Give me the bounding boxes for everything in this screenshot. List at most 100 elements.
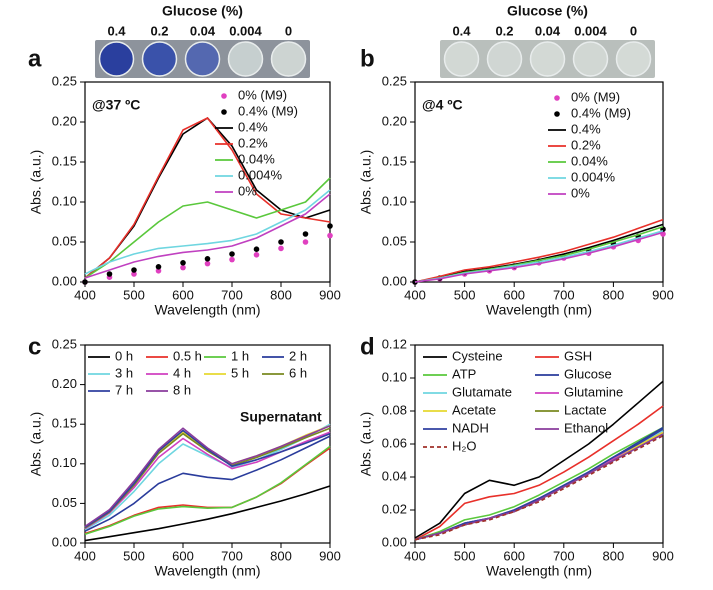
plot-frame — [414, 81, 664, 283]
legend-label: 0% (M9) — [238, 87, 287, 102]
x-tick-label: 500 — [123, 548, 145, 563]
x-tick-label: 700 — [553, 548, 575, 563]
photo-label: 0 — [630, 23, 637, 38]
data-point — [253, 246, 260, 252]
x-tick-label: 800 — [270, 548, 292, 563]
plot-frame — [84, 344, 331, 544]
y-axis-label: Abs. (a.u.) — [28, 150, 44, 215]
legend-label: Acetate — [452, 402, 496, 417]
series-line — [84, 193, 331, 279]
legend-label: ATP — [452, 366, 476, 381]
y-tick-label: 0.10 — [52, 455, 77, 470]
legend-label: 0.2% — [571, 137, 601, 152]
legend-label: 0.5 h — [173, 348, 202, 363]
x-tick-label: 500 — [454, 287, 476, 302]
y-tick-label: 0.08 — [382, 402, 407, 417]
legend-label: Ethanol — [564, 420, 608, 435]
x-axis-label: Wavelength (nm) — [154, 302, 260, 318]
x-tick-label: 400 — [74, 287, 96, 302]
photo-label: 0.4 — [452, 23, 471, 38]
legend-marker — [554, 95, 560, 101]
x-tick-label: 600 — [172, 287, 194, 302]
data-point — [204, 260, 211, 267]
series-line — [84, 431, 331, 530]
legend-label: 0% — [238, 183, 257, 198]
data-point — [278, 245, 284, 252]
series-line — [414, 435, 664, 541]
data-point — [302, 231, 309, 237]
data-point — [327, 223, 333, 229]
legend-label: 3 h — [115, 365, 133, 380]
y-tick-label: 0.05 — [52, 495, 77, 510]
data-point — [229, 256, 235, 263]
legend-label: 0.4% — [238, 119, 268, 134]
data-point — [327, 232, 333, 239]
data-point — [180, 264, 186, 271]
legend-label: 0.4% (M9) — [571, 105, 631, 120]
x-tick-label: 400 — [74, 548, 96, 563]
series-line — [414, 426, 664, 541]
y-tick-label: 0.15 — [382, 153, 407, 168]
x-tick-label: 700 — [553, 287, 575, 302]
legend-label: 5 h — [231, 365, 249, 380]
photo-label: 0.4 — [107, 23, 126, 38]
well — [184, 41, 221, 77]
legend-label: 2 h — [289, 348, 307, 363]
panel-letter: d — [360, 333, 375, 360]
x-tick-label: 900 — [652, 287, 674, 302]
y-tick-label: 0.05 — [382, 233, 407, 248]
data-point — [82, 279, 88, 285]
x-tick-label: 800 — [270, 287, 292, 302]
data-point — [229, 251, 235, 257]
y-axis-label: Abs. (a.u.) — [358, 150, 374, 215]
data-point — [253, 252, 260, 258]
y-tick-label: 0.20 — [52, 113, 77, 128]
y-tick-label: 0.05 — [52, 233, 77, 248]
legend-label: 0% (M9) — [571, 89, 620, 104]
y-tick-label: 0.25 — [52, 336, 77, 351]
panel-letter: b — [360, 45, 375, 72]
y-tick-label: 0.20 — [382, 113, 407, 128]
y-tick-label: 0.02 — [382, 501, 407, 516]
legend-label: 8 h — [173, 382, 191, 397]
x-tick-label: 800 — [603, 287, 625, 302]
y-tick-label: 0.25 — [52, 73, 77, 88]
y-tick-label: 0.15 — [52, 153, 77, 168]
x-tick-label: 500 — [123, 287, 145, 302]
y-tick-label: 0.00 — [382, 534, 407, 549]
data-point — [302, 239, 309, 245]
x-tick-label: 500 — [454, 548, 476, 563]
x-axis-label: Wavelength (nm) — [486, 563, 592, 579]
x-tick-label: 700 — [221, 548, 243, 563]
y-tick-label: 0.00 — [382, 273, 407, 288]
annotation: @4 ºC — [422, 97, 463, 113]
y-tick-label: 0.10 — [382, 369, 407, 384]
x-tick-label: 900 — [319, 287, 341, 302]
legend-label: 1 h — [231, 348, 249, 363]
y-tick-label: 0.00 — [52, 534, 77, 549]
legend-label: 0.004% — [238, 167, 283, 182]
y-tick-label: 0.12 — [382, 336, 407, 351]
series-line — [414, 231, 664, 283]
data-point — [204, 255, 211, 262]
photo-title: Glucose (%) — [162, 3, 243, 19]
y-tick-label: 0.20 — [52, 376, 77, 391]
well — [227, 41, 264, 77]
y-tick-label: 0.00 — [52, 273, 77, 288]
legend-label: NADH — [452, 420, 489, 435]
legend-label: H₂O — [452, 438, 477, 453]
annotation: Supernatant — [240, 409, 322, 425]
x-tick-label: 400 — [404, 287, 426, 302]
x-tick-label: 900 — [652, 548, 674, 563]
y-tick-label: 0.04 — [382, 468, 407, 483]
legend-label: Lactate — [564, 402, 607, 417]
series-line — [84, 427, 331, 529]
well — [141, 41, 178, 77]
x-tick-label: 800 — [603, 548, 625, 563]
panel-letter: a — [28, 45, 42, 72]
well — [615, 41, 652, 77]
y-axis-label: Abs. (a.u.) — [28, 412, 44, 477]
photo-label: 0.004 — [229, 23, 262, 38]
series-line — [84, 117, 331, 279]
y-tick-label: 0.10 — [382, 193, 407, 208]
